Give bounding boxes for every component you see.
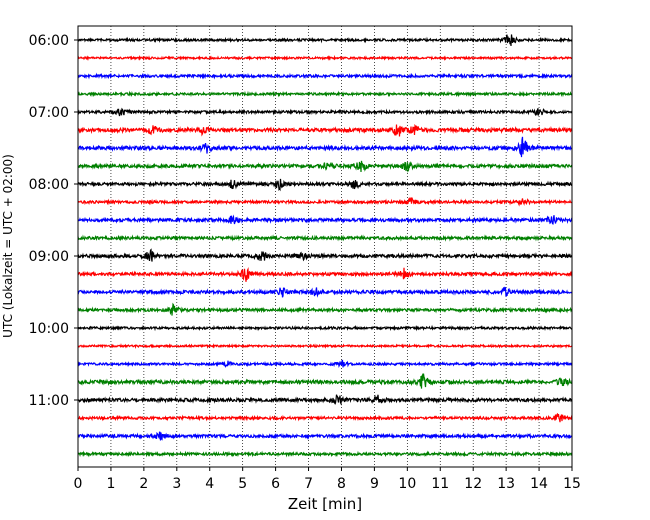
x-tick-label: 13: [497, 476, 515, 492]
plot-frame: [77, 25, 573, 468]
x-tick-label: 2: [139, 476, 148, 492]
seismic-trace: [77, 266, 573, 282]
x-tick-label: 4: [205, 476, 214, 492]
x-axis-title: Zeit [min]: [288, 495, 362, 513]
seismic-trace: [77, 302, 573, 316]
seismic-trace: [77, 450, 573, 458]
x-tick-label: 10: [398, 476, 416, 492]
y-axis: 06:00 07:00 08:00 09:00 10:00 11:00: [29, 33, 78, 409]
x-tick-label: 0: [74, 476, 83, 492]
seismic-trace: [77, 394, 573, 406]
x-tick-label: 1: [106, 476, 115, 492]
seismic-trace: [77, 90, 573, 98]
seismic-trace: [77, 160, 573, 173]
y-tick-label: 06:00: [29, 33, 69, 49]
seismic-trace: [77, 234, 573, 242]
x-tick-label: 8: [337, 476, 346, 492]
y-axis-title: UTC (Lokalzeit = UTC + 02:00): [1, 154, 15, 338]
seismic-trace: [77, 412, 573, 423]
seismic-trace: [77, 248, 573, 262]
x-tick-label: 9: [370, 476, 379, 492]
y-tick-label: 07:00: [29, 105, 69, 121]
seismic-trace: [77, 136, 573, 158]
y-tick-label: 08:00: [29, 177, 69, 193]
seismic-trace: [77, 54, 573, 61]
y-tick-label: 09:00: [29, 249, 69, 265]
seismic-trace: [77, 107, 573, 117]
seismic-trace: [77, 34, 573, 47]
seismic-trace: [77, 372, 573, 389]
x-tick-label: 5: [238, 476, 247, 492]
x-tick-label: 15: [563, 476, 581, 492]
x-tick-label: 3: [172, 476, 181, 492]
seismic-trace: [77, 286, 573, 298]
x-tick-label: 6: [271, 476, 280, 492]
x-tick-label: 7: [304, 476, 313, 492]
seismic-trace: [77, 178, 573, 192]
x-tick-label: 11: [431, 476, 449, 492]
trace-layer: [77, 34, 573, 458]
x-axis: 0 1 2 3 4 5 6 7 8 9 10 11 12 13 14 15: [74, 467, 581, 492]
seismic-trace: [77, 196, 573, 207]
x-tick-label: 12: [464, 476, 482, 492]
seismic-trace: [77, 359, 573, 368]
y-tick-label: 11:00: [29, 393, 69, 409]
seismic-trace: [77, 72, 573, 80]
y-tick-label: 10:00: [29, 321, 69, 337]
seismic-trace: [77, 123, 573, 137]
seismic-trace: [77, 343, 573, 349]
seismic-trace: [77, 324, 573, 332]
seismic-trace: [77, 214, 573, 225]
x-tick-label: 14: [530, 476, 548, 492]
seismic-trace: [77, 431, 573, 441]
